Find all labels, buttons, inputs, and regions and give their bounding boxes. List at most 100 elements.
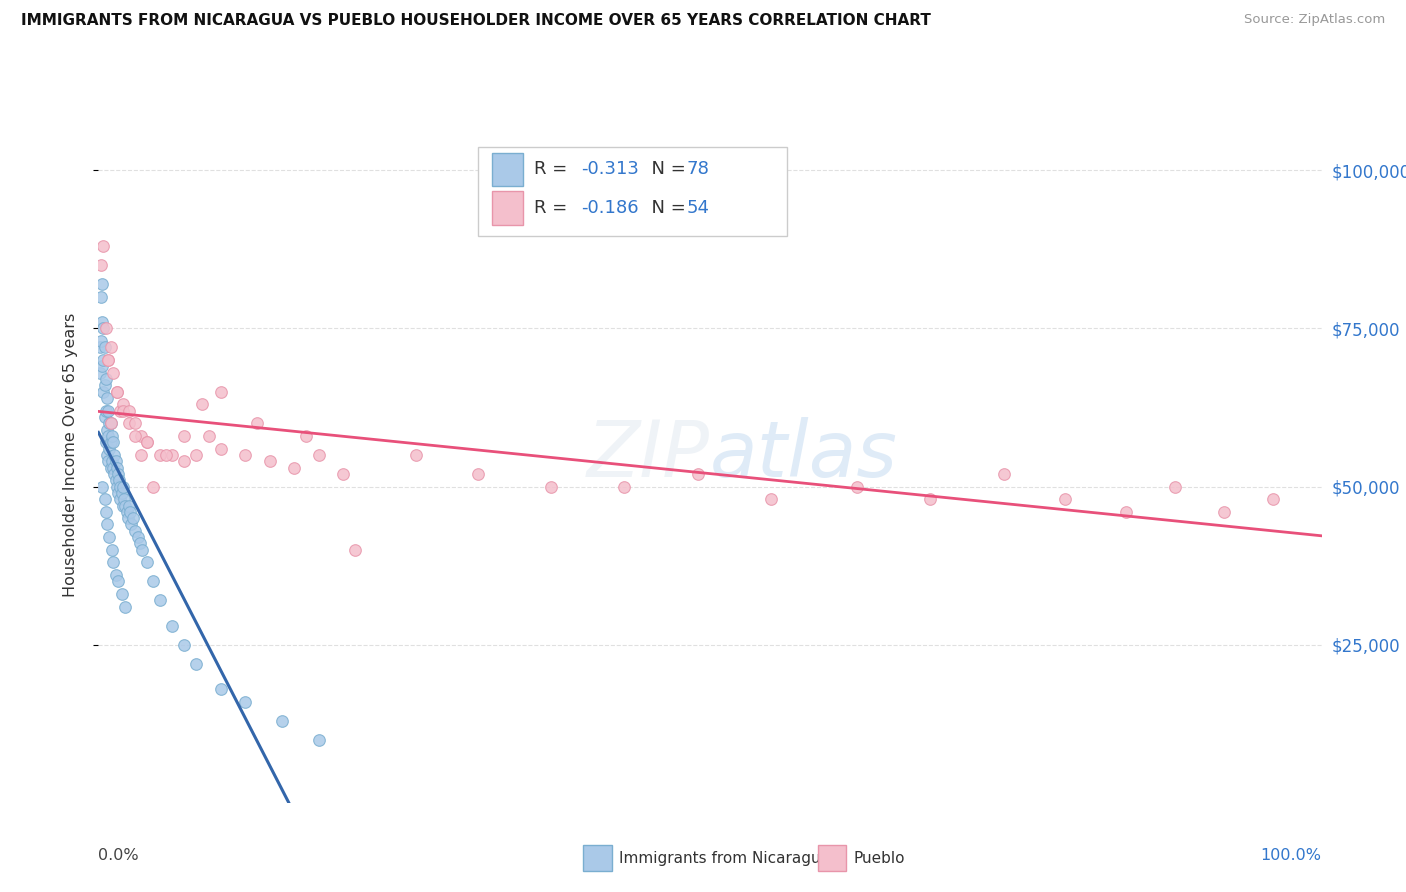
Point xyxy=(91,359,114,374)
Point xyxy=(111,479,134,493)
Point xyxy=(96,391,118,405)
Point xyxy=(1053,492,1076,507)
Point xyxy=(111,486,134,500)
Point xyxy=(124,429,146,443)
Point xyxy=(98,442,121,456)
Point xyxy=(761,492,783,507)
Point xyxy=(104,568,127,582)
Point xyxy=(118,499,141,513)
Point xyxy=(94,372,117,386)
Point xyxy=(100,417,122,431)
Point xyxy=(94,435,117,450)
Text: 0.0%: 0.0% xyxy=(98,848,139,863)
Point xyxy=(124,524,146,538)
Text: N =: N = xyxy=(640,199,692,217)
Text: N =: N = xyxy=(640,161,692,178)
Point xyxy=(111,587,134,601)
Point xyxy=(96,423,118,437)
Point xyxy=(103,467,125,481)
Point xyxy=(97,353,120,368)
Point xyxy=(103,448,125,462)
Text: -0.313: -0.313 xyxy=(581,161,638,178)
Text: 100.0%: 100.0% xyxy=(1261,848,1322,863)
Point xyxy=(127,530,149,544)
Point xyxy=(97,403,120,417)
Point xyxy=(115,505,138,519)
Point xyxy=(96,448,118,462)
Point xyxy=(105,384,128,399)
Point xyxy=(295,429,318,443)
Point xyxy=(91,321,114,335)
Point xyxy=(233,448,256,462)
Point xyxy=(405,448,427,462)
Point xyxy=(259,454,281,468)
Point xyxy=(173,429,195,443)
Point xyxy=(105,384,128,399)
Point xyxy=(94,505,117,519)
Point xyxy=(97,454,120,468)
Point xyxy=(1261,492,1284,507)
Point xyxy=(129,429,152,443)
Point xyxy=(96,517,118,532)
Point xyxy=(1115,505,1137,519)
Point xyxy=(118,417,141,431)
Point xyxy=(101,429,124,443)
Point xyxy=(120,505,142,519)
Point xyxy=(209,681,232,696)
Point xyxy=(101,556,124,570)
Point xyxy=(93,492,115,507)
Point xyxy=(94,403,117,417)
Point xyxy=(149,593,172,607)
Point xyxy=(686,467,709,481)
Point xyxy=(191,397,214,411)
Point xyxy=(209,442,232,456)
Point xyxy=(114,599,136,614)
Text: IMMIGRANTS FROM NICARAGUA VS PUEBLO HOUSEHOLDER INCOME OVER 65 YEARS CORRELATION: IMMIGRANTS FROM NICARAGUA VS PUEBLO HOUS… xyxy=(21,13,931,29)
Point xyxy=(105,479,128,493)
Point xyxy=(91,479,114,493)
Point xyxy=(100,417,122,431)
Point xyxy=(270,714,294,728)
Point xyxy=(233,695,256,709)
Y-axis label: Householder Income Over 65 years: Householder Income Over 65 years xyxy=(63,313,77,597)
Point xyxy=(283,460,305,475)
Point xyxy=(91,239,114,253)
Point xyxy=(111,397,134,411)
Point xyxy=(186,657,208,671)
Point xyxy=(120,517,142,532)
Text: 78: 78 xyxy=(686,161,709,178)
Text: -0.186: -0.186 xyxy=(581,199,638,217)
Point xyxy=(155,448,177,462)
Point xyxy=(110,492,132,507)
Point xyxy=(1164,479,1187,493)
Point xyxy=(91,277,114,292)
Point xyxy=(117,511,139,525)
Point xyxy=(344,542,367,557)
Point xyxy=(97,353,120,368)
Text: R =: R = xyxy=(534,199,574,217)
Point xyxy=(131,542,153,557)
Point xyxy=(101,460,124,475)
Point xyxy=(97,429,120,443)
Point xyxy=(129,448,152,462)
Point xyxy=(160,618,183,632)
Point xyxy=(107,467,129,481)
Point xyxy=(101,542,124,557)
Point xyxy=(100,340,122,354)
Point xyxy=(91,384,114,399)
Point xyxy=(142,574,165,589)
Point xyxy=(107,486,129,500)
Point xyxy=(124,417,146,431)
Point xyxy=(467,467,489,481)
Point xyxy=(121,511,143,525)
Point xyxy=(920,492,942,507)
Point xyxy=(246,417,269,431)
Point xyxy=(149,448,172,462)
Point xyxy=(107,574,129,589)
Point xyxy=(197,429,219,443)
Point xyxy=(613,479,636,493)
Text: atlas: atlas xyxy=(710,417,898,493)
Point xyxy=(142,479,165,493)
Point xyxy=(98,530,121,544)
Point xyxy=(101,435,124,450)
